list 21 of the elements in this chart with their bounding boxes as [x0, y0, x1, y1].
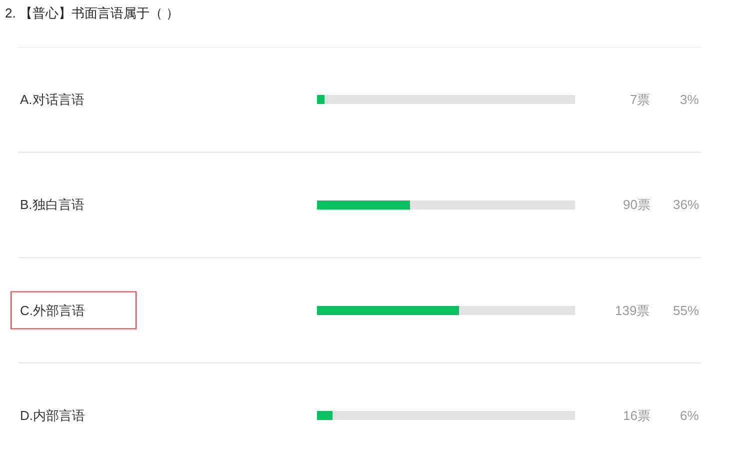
data-label: 36% — [673, 197, 700, 212]
bar — [324, 95, 575, 104]
y-tick-label: B.独白言语 — [20, 197, 84, 212]
data-label: 3% — [680, 92, 700, 107]
text: 90票 — [623, 197, 650, 212]
bar — [317, 200, 410, 210]
text: 139票 — [615, 303, 650, 318]
bar — [317, 95, 325, 104]
bar — [410, 200, 575, 210]
data-label: 6% — [680, 408, 700, 423]
data-label: 55% — [673, 303, 700, 318]
y-tick-label: D.内部言语 — [20, 408, 85, 423]
bar — [332, 411, 575, 420]
text: 7票 — [630, 92, 650, 107]
text: 16票 — [623, 408, 650, 423]
bar — [458, 306, 575, 315]
y-tick-label: A.对话言语 — [20, 92, 84, 107]
y-tick-label: C.外部言语 — [20, 303, 85, 318]
bar — [317, 411, 332, 420]
bar — [317, 306, 459, 315]
text: 2. 【普心】书面言语属于（ ） — [5, 6, 180, 21]
